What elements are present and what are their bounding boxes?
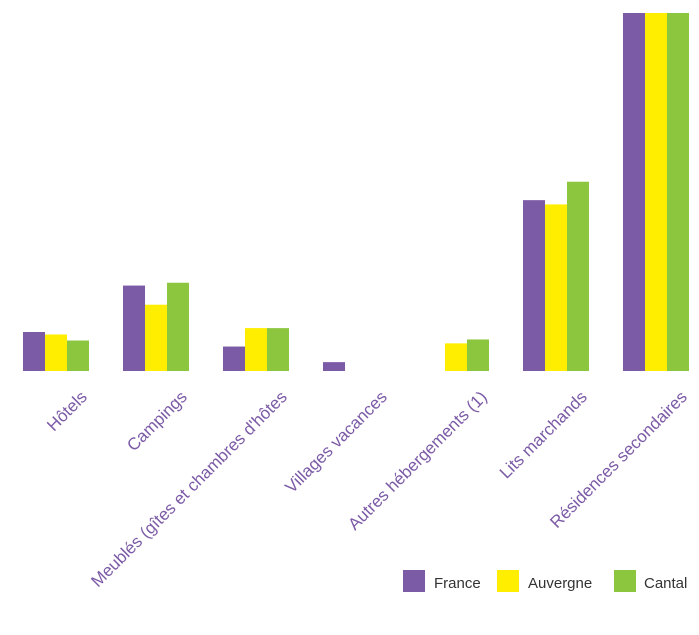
legend-swatch-france — [403, 570, 425, 592]
bar-cantal-5 — [567, 181, 589, 371]
bar-cantal-6 — [667, 13, 689, 371]
category-label: Hôtels — [43, 387, 91, 435]
category-label: Villages vacances — [281, 387, 390, 496]
bar-auvergne-5 — [545, 204, 567, 371]
bar-cantal-0 — [67, 340, 89, 371]
category-label: Campings — [123, 387, 191, 455]
bar-auvergne-6 — [645, 13, 667, 371]
category-label: Meublés (gîtes et chambres d'hôtes — [87, 387, 290, 590]
bar-france-0 — [23, 332, 45, 371]
bar-france-3 — [323, 362, 345, 371]
legend-swatch-cantal — [614, 570, 636, 592]
category-label: Lits marchands — [496, 387, 591, 482]
legend-swatch-auvergne — [497, 570, 519, 592]
legend: France Auvergne Cantal — [403, 570, 687, 592]
bar-cantal-1 — [167, 282, 189, 371]
bar-auvergne-1 — [145, 304, 167, 371]
bar-france-1 — [123, 285, 145, 371]
legend-label-france: France — [434, 575, 481, 592]
bar-france-2 — [223, 346, 245, 371]
legend-label-cantal: Cantal — [644, 575, 687, 592]
bar-cantal-2 — [267, 328, 289, 371]
bar-france-6 — [623, 13, 645, 371]
bars-layer — [23, 13, 689, 371]
bar-auvergne-2 — [245, 328, 267, 371]
bar-cantal-4 — [467, 339, 489, 371]
bar-auvergne-4 — [445, 343, 467, 371]
bar-france-5 — [523, 200, 545, 371]
legend-label-auvergne: Auvergne — [528, 575, 592, 592]
bar-auvergne-0 — [45, 334, 67, 371]
